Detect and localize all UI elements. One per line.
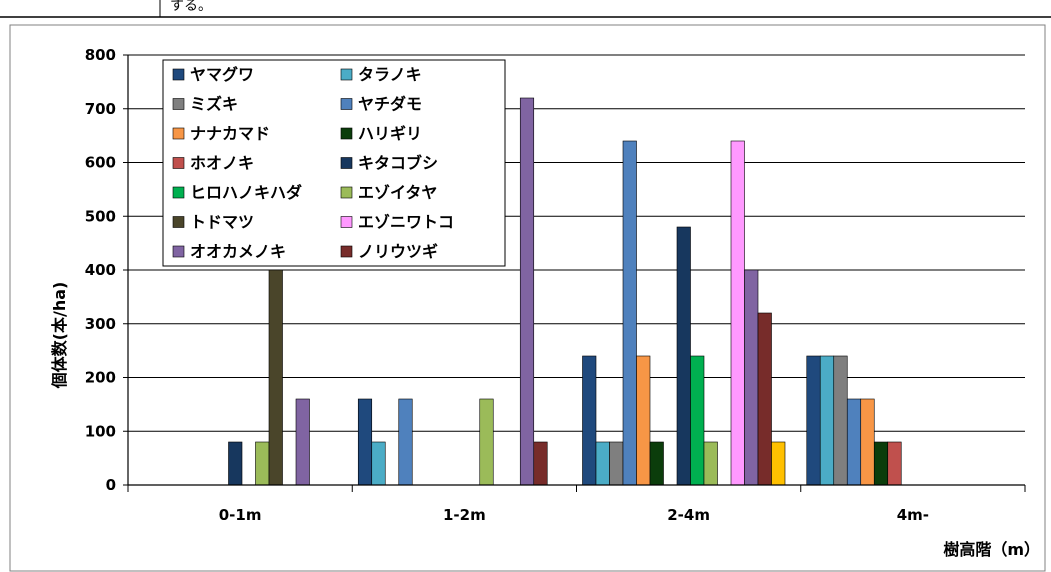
legend-swatch (172, 98, 185, 110)
bar (833, 355, 848, 486)
bar (519, 97, 535, 486)
bar (228, 441, 243, 486)
legend-label: ミズキ (190, 95, 238, 114)
legend-swatch (172, 127, 185, 140)
bar (703, 441, 718, 486)
y-tick-label: 500 (85, 207, 116, 225)
x-axis-title: 樹高階（m） (943, 540, 1040, 559)
bar (676, 226, 691, 486)
bars (228, 97, 902, 486)
y-tick-label: 0 (106, 476, 116, 494)
legend-box (162, 59, 506, 267)
bar (398, 398, 413, 486)
bar (846, 398, 862, 486)
bar (860, 398, 875, 486)
legend-swatch (172, 186, 185, 199)
y-tick-label: 800 (85, 46, 116, 64)
bar (636, 355, 651, 486)
y-tick-label: 400 (85, 261, 116, 279)
bar (595, 441, 610, 486)
bar (479, 398, 494, 486)
legend-label: タラノキ (358, 65, 422, 84)
legend-label: キタコブシ (358, 154, 438, 173)
bar (609, 441, 624, 486)
bar (622, 140, 637, 486)
bar (649, 441, 664, 486)
legend-label: エゾニワトコ (358, 213, 454, 232)
bar (268, 269, 283, 486)
legend-label: ヤマグワ (190, 65, 254, 84)
legend-swatch (340, 216, 353, 228)
legend-label: ノリウツギ (358, 242, 438, 261)
bar (533, 441, 548, 486)
y-tick-label: 300 (85, 315, 116, 333)
legend-swatch (172, 216, 185, 228)
bar (806, 355, 821, 486)
x-tick-label: 1-2m (443, 506, 486, 524)
bar (582, 355, 597, 486)
bar (295, 398, 310, 486)
bar (255, 441, 270, 486)
bar (730, 140, 745, 486)
y-tick-labels: 0 100 200 300 400 500 600 700 800 (85, 46, 116, 494)
y-tick-label: 200 (85, 369, 116, 387)
y-axis-title: 個体数(本/ha) (50, 282, 69, 390)
legend-swatch (172, 68, 185, 81)
legend-swatch (340, 98, 353, 110)
legend-label: ナナカマド (190, 124, 270, 143)
legend-label: トドマツ (190, 213, 254, 232)
legend-label: ハリギリ (358, 124, 422, 143)
legend-swatch (340, 68, 353, 81)
legend-swatch (340, 157, 353, 169)
legend-swatch (340, 186, 353, 199)
bar (371, 441, 386, 486)
legend-swatch (340, 127, 353, 140)
legend-label: ヒロハノキハダ (190, 183, 302, 202)
y-tick-label: 700 (85, 100, 116, 118)
y-tick-label: 600 (85, 154, 116, 172)
legend-swatch (172, 245, 185, 258)
x-tick-label: 2-4m (667, 506, 710, 524)
bar (873, 441, 889, 486)
bar (819, 355, 835, 486)
legend-label: ヤチダモ (358, 95, 422, 114)
bar (887, 441, 902, 486)
x-tick-label: 0-1m (219, 506, 262, 524)
doc-fragment-text: する。 (170, 0, 212, 14)
axes (127, 55, 1026, 492)
bar (771, 441, 786, 486)
y-tick-label: 100 (85, 422, 116, 440)
x-tick-label: 4m- (897, 506, 929, 524)
bar (690, 355, 705, 486)
legend-label: ホオノキ (190, 154, 254, 173)
bar (757, 312, 772, 486)
bar (357, 398, 373, 486)
legend-swatch (340, 245, 353, 258)
legend-swatch (172, 157, 185, 169)
legend-label: オオカメノキ (190, 242, 286, 261)
bar (744, 269, 759, 486)
legend-label: エゾイタヤ (358, 183, 437, 202)
x-tick-labels: 0-1m 1-2m 2-4m 4m- (219, 506, 929, 524)
